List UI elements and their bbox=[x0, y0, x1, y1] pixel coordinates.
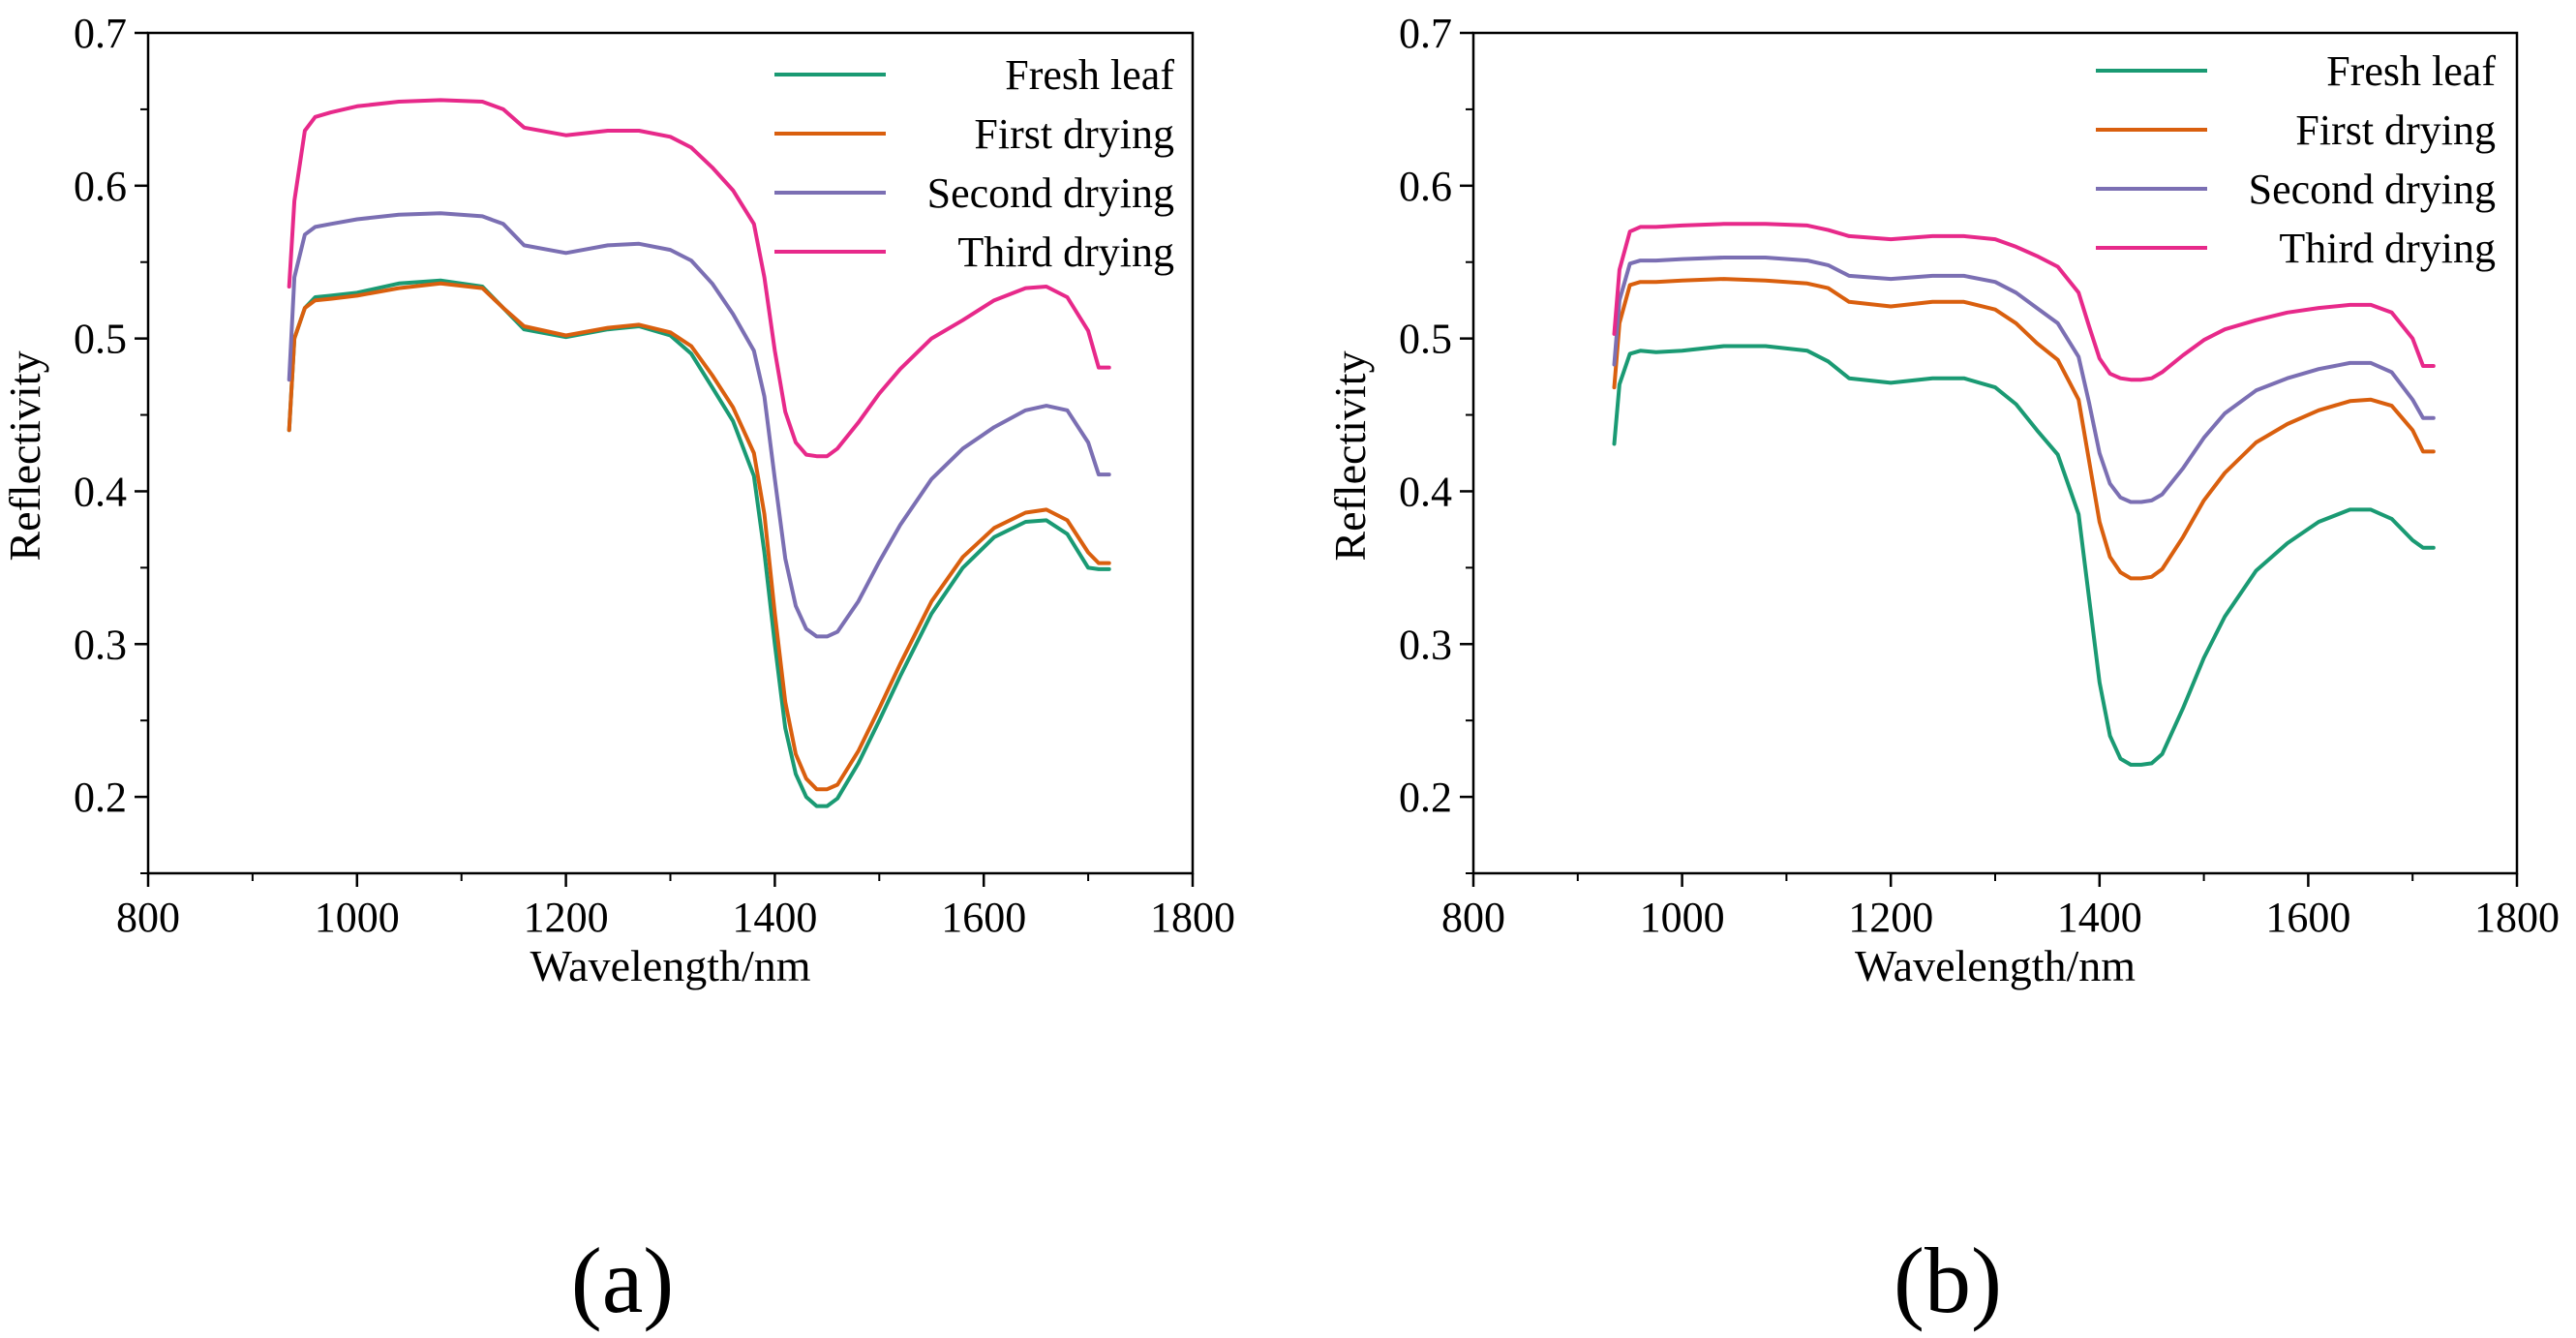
x-tick-label: 1200 bbox=[1848, 894, 1933, 941]
y-tick-label: 0.4 bbox=[74, 468, 127, 515]
legend-label-first-drying: First drying bbox=[2295, 106, 2496, 154]
series-line-first-drying bbox=[287, 281, 1111, 792]
y-tick-label: 0.4 bbox=[1399, 468, 1452, 515]
series-line-second-drying bbox=[287, 211, 1111, 639]
x-tick-label: 1600 bbox=[941, 894, 1026, 941]
y-tick-label: 0.2 bbox=[1399, 774, 1452, 821]
x-tick-label: 1400 bbox=[732, 894, 817, 941]
x-tick-label: 1600 bbox=[2265, 894, 2350, 941]
legend-label-first-drying: First drying bbox=[974, 110, 1174, 158]
legend: Fresh leaf First drying Second drying Third… bbox=[2096, 47, 2496, 272]
y-tick-label: 0.5 bbox=[74, 316, 127, 363]
series-line-first-drying bbox=[1612, 277, 2436, 581]
y-tick-label: 0.6 bbox=[1399, 163, 1452, 210]
x-tick-label: 1800 bbox=[2474, 894, 2560, 941]
plot-frame bbox=[1471, 31, 2519, 875]
y-tick-label: 0.2 bbox=[74, 774, 127, 821]
x-tick-label: 1400 bbox=[2057, 894, 2142, 941]
y-tick-label: 0.7 bbox=[74, 10, 127, 57]
panel-label: (a) bbox=[571, 1229, 675, 1332]
panel-label: (b) bbox=[1894, 1229, 2002, 1332]
y-tick-label: 0.5 bbox=[1399, 316, 1452, 363]
x-tick-label: 1000 bbox=[1640, 894, 1725, 941]
y-tick-label: 0.3 bbox=[1399, 621, 1452, 668]
series-line-second-drying bbox=[1612, 256, 2436, 504]
y-tick-label: 0.3 bbox=[74, 621, 127, 668]
x-tick-label: 1800 bbox=[1150, 894, 1235, 941]
y-tick-label: 0.6 bbox=[74, 163, 127, 210]
panel-a: 800 1000 1200 1400 1600 1800 0.2 0.3 0.4 0.5 0.6 0.… bbox=[0, 10, 1235, 1332]
legend-label-third-drying: Third drying bbox=[2279, 225, 2496, 272]
y-tick-label: 0.7 bbox=[1399, 10, 1452, 57]
legend-label-second-drying: Second drying bbox=[927, 169, 1174, 217]
series-line-fresh-leaf bbox=[1612, 344, 2436, 767]
x-axis-title: Wavelength/nm bbox=[530, 941, 810, 990]
x-tick-label: 1200 bbox=[524, 894, 609, 941]
series-line-third-drying bbox=[1612, 222, 2436, 382]
legend: Fresh leaf First drying Second drying Third… bbox=[774, 51, 1174, 276]
legend-label-fresh-leaf: Fresh leaf bbox=[2326, 47, 2496, 95]
legend-label-third-drying: Third drying bbox=[957, 228, 1174, 276]
y-axis-title: Reflectivity bbox=[1325, 350, 1375, 561]
plot-frame bbox=[146, 31, 1195, 875]
legend-label-second-drying: Second drying bbox=[2249, 166, 2496, 213]
legend-label-fresh-leaf: Fresh leaf bbox=[1005, 51, 1174, 99]
y-axis-title: Reflectivity bbox=[0, 350, 49, 561]
x-axis-title: Wavelength/nm bbox=[1855, 941, 2136, 990]
x-tick-label: 1000 bbox=[315, 894, 400, 941]
x-tick-label: 800 bbox=[116, 894, 180, 941]
x-tick-label: 800 bbox=[1441, 894, 1505, 941]
panel-b: 800 1000 1200 1400 1600 1800 0.2 0.3 0.4 0.5 0.6 0.… bbox=[1325, 10, 2560, 1332]
series-line-third-drying bbox=[287, 98, 1111, 459]
series-line-fresh-leaf bbox=[287, 278, 1111, 808]
